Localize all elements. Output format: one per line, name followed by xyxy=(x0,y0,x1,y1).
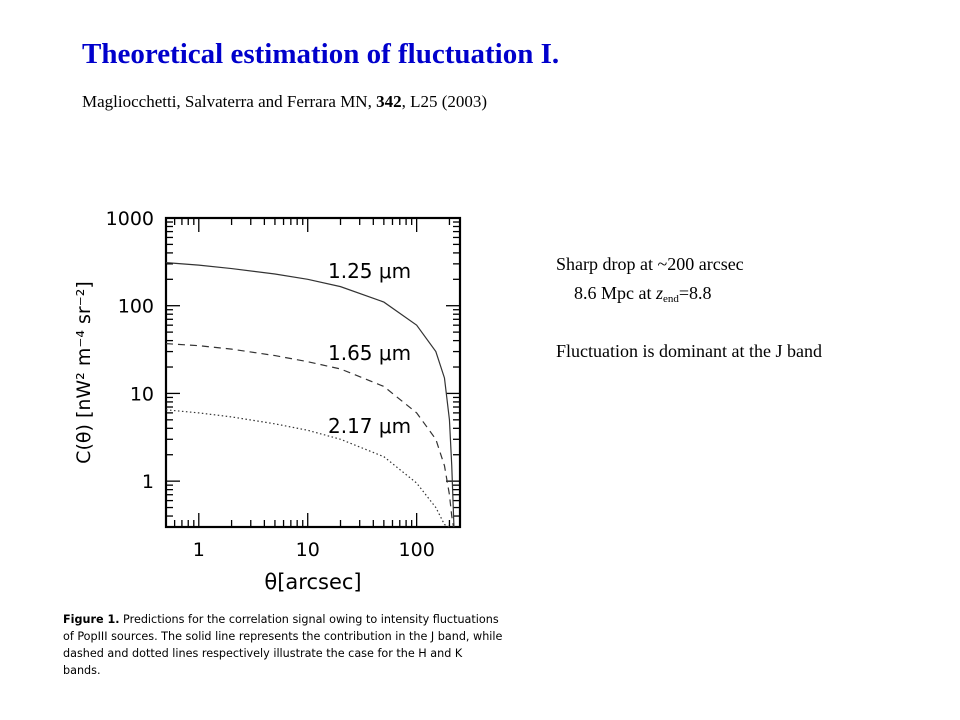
series-line-0 xyxy=(165,262,455,528)
x-tick-label-2: 100 xyxy=(399,539,435,561)
figure-caption-text: Predictions for the correlation signal o… xyxy=(63,613,503,677)
series-line-2 xyxy=(165,409,452,528)
plot-frame xyxy=(164,216,462,529)
series-annotation-2: 2.17 μm xyxy=(328,414,411,438)
note-distance-prefix: 8.6 Mpc at xyxy=(574,283,656,303)
series-annotation-1: 1.65 μm xyxy=(328,341,411,365)
series-line-1 xyxy=(165,342,455,528)
note-distance-var: z xyxy=(655,283,663,303)
citation: Magliocchetti, Salvaterra and Ferrara MN… xyxy=(82,92,487,112)
x-axis-label: θ[arcsec] xyxy=(264,570,361,594)
y-tick-label-0: 1 xyxy=(142,471,154,493)
citation-authors: Magliocchetti, Salvaterra and Ferrara MN… xyxy=(82,92,377,111)
y-tick-label-1: 10 xyxy=(130,383,154,405)
note-sharp-drop: Sharp drop at ~200 arcsec xyxy=(556,254,744,274)
citation-rest: , L25 (2003) xyxy=(401,92,488,111)
citation-volume: 342 xyxy=(376,92,402,111)
figure-caption: Figure 1. Predictions for the correlatio… xyxy=(63,611,503,679)
note-j-band: Fluctuation is dominant at the J band xyxy=(556,341,822,361)
y-axis-label: C(θ) [nW² m⁻⁴ sr⁻²] xyxy=(73,281,95,464)
note-distance: 8.6 Mpc at zend=8.8 xyxy=(556,279,822,308)
notes-block: Sharp drop at ~200 arcsec 8.6 Mpc at zen… xyxy=(556,250,822,366)
x-tick-label-0: 1 xyxy=(193,539,205,561)
correlation-chart: 1 10 100 1 10 100 1000 θ[arcsec] C(θ) [nW² m⁻⁴ s… xyxy=(73,208,462,594)
note-distance-suffix: =8.8 xyxy=(678,283,712,303)
slide-title: Theoretical estimation of fluctuation I. xyxy=(82,38,560,70)
note-distance-sub: end xyxy=(663,293,679,305)
x-tick-label-1: 10 xyxy=(296,539,320,561)
series-annotation-0: 1.25 μm xyxy=(328,259,411,283)
y-tick-label-2: 100 xyxy=(118,296,154,318)
y-tick-label-3: 1000 xyxy=(106,208,154,230)
figure-caption-label: Figure 1. xyxy=(63,613,120,626)
